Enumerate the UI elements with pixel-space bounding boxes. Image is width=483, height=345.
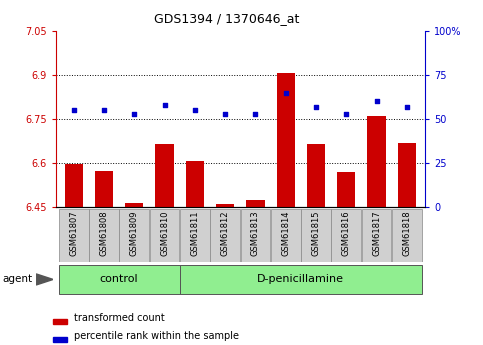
Polygon shape bbox=[36, 274, 53, 285]
Bar bbox=[95, 171, 113, 207]
Bar bbox=[307, 144, 325, 207]
Text: GSM61813: GSM61813 bbox=[251, 211, 260, 256]
Bar bbox=[156, 144, 174, 207]
Text: agent: agent bbox=[2, 275, 32, 284]
Bar bbox=[246, 200, 265, 207]
Bar bbox=[53, 319, 68, 324]
Point bbox=[221, 111, 229, 117]
Point bbox=[100, 108, 108, 113]
Bar bbox=[186, 161, 204, 207]
Bar bbox=[89, 209, 119, 262]
Point bbox=[70, 108, 78, 113]
Text: percentile rank within the sample: percentile rank within the sample bbox=[74, 331, 239, 341]
Bar bbox=[210, 209, 240, 262]
Bar bbox=[368, 116, 385, 207]
Text: GSM61815: GSM61815 bbox=[312, 211, 321, 256]
Bar bbox=[241, 209, 270, 262]
Point bbox=[191, 108, 199, 113]
Point bbox=[161, 102, 169, 108]
Text: control: control bbox=[100, 275, 139, 284]
Bar bbox=[392, 209, 422, 262]
Bar bbox=[125, 204, 143, 207]
Bar bbox=[301, 209, 331, 262]
Text: GSM61810: GSM61810 bbox=[160, 211, 169, 256]
Text: GSM61811: GSM61811 bbox=[190, 211, 199, 256]
Bar bbox=[119, 209, 149, 262]
Bar bbox=[180, 265, 422, 294]
Bar bbox=[271, 209, 300, 262]
Text: GSM61807: GSM61807 bbox=[69, 211, 78, 256]
Text: GSM61808: GSM61808 bbox=[99, 211, 109, 256]
Bar bbox=[59, 209, 88, 262]
Text: GSM61812: GSM61812 bbox=[221, 211, 229, 256]
Point bbox=[282, 90, 290, 95]
Point bbox=[312, 104, 320, 109]
Bar bbox=[180, 209, 210, 262]
Text: GDS1394 / 1370646_at: GDS1394 / 1370646_at bbox=[155, 12, 299, 25]
Text: GSM61814: GSM61814 bbox=[281, 211, 290, 256]
Point bbox=[252, 111, 259, 117]
Point bbox=[342, 111, 350, 117]
Bar bbox=[58, 265, 180, 294]
Bar bbox=[53, 337, 68, 342]
Bar bbox=[398, 144, 416, 207]
Point bbox=[130, 111, 138, 117]
Bar bbox=[331, 209, 361, 262]
Bar bbox=[150, 209, 179, 262]
Point bbox=[403, 104, 411, 109]
Text: GSM61817: GSM61817 bbox=[372, 211, 381, 256]
Bar bbox=[337, 172, 355, 207]
Bar bbox=[65, 164, 83, 207]
Text: GSM61818: GSM61818 bbox=[402, 211, 412, 256]
Text: D-penicillamine: D-penicillamine bbox=[257, 275, 344, 284]
Point bbox=[373, 99, 381, 104]
Bar bbox=[277, 73, 295, 207]
Text: GSM61809: GSM61809 bbox=[130, 211, 139, 256]
Text: GSM61816: GSM61816 bbox=[342, 211, 351, 256]
Bar bbox=[216, 204, 234, 207]
Text: transformed count: transformed count bbox=[74, 314, 165, 323]
Bar bbox=[362, 209, 391, 262]
